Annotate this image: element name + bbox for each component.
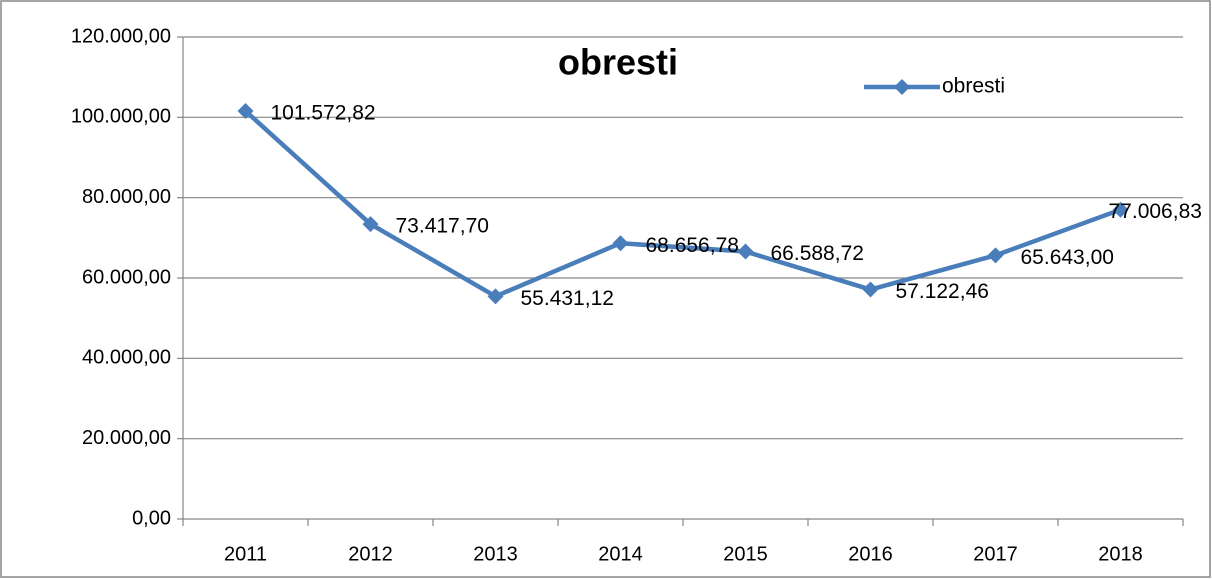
- legend-marker: [894, 79, 910, 95]
- series-line: [243, 109, 1122, 299]
- data-point: [862, 281, 879, 298]
- chart-title: obresti: [558, 42, 678, 83]
- data-point: [237, 103, 254, 120]
- y-tick-label: 60.000,00: [82, 266, 171, 288]
- data-label: 55.431,12: [521, 287, 614, 310]
- data-label: 57.122,46: [896, 280, 989, 303]
- data-label: 101.572,82: [271, 102, 376, 125]
- data-label: 66.588,72: [771, 242, 864, 265]
- y-tick-label: 0,00: [132, 507, 171, 529]
- legend-label: obresti: [942, 75, 1005, 98]
- y-tick-label: 100.000,00: [71, 106, 171, 128]
- data-point: [1112, 201, 1129, 218]
- x-tick-label: 2012: [348, 543, 393, 565]
- x-tick-label: 2015: [723, 543, 768, 565]
- data-label: 77.006,83: [1109, 200, 1202, 223]
- data-point: [987, 247, 1004, 264]
- y-tick-label: 20.000,00: [82, 427, 171, 449]
- x-tick-label: 2011: [224, 543, 267, 565]
- data-label: 65.643,00: [1021, 246, 1114, 269]
- x-tick-label: 2014: [598, 543, 643, 565]
- x-tick-label: 2016: [848, 543, 893, 565]
- y-tick-label: 80.000,00: [82, 186, 171, 208]
- y-tick-label: 40.000,00: [82, 347, 171, 369]
- x-tick-label: 2013: [473, 543, 518, 565]
- data-point: [487, 288, 504, 305]
- data-label: 68.656,78: [646, 234, 739, 257]
- data-point: [737, 243, 754, 260]
- data-point: [362, 216, 379, 233]
- x-tick-label: 2018: [1098, 543, 1143, 565]
- data-label: 73.417,70: [396, 215, 489, 238]
- y-tick-label: 120.000,00: [71, 25, 171, 47]
- data-point: [612, 235, 629, 252]
- x-tick-label: 2017: [973, 543, 1018, 565]
